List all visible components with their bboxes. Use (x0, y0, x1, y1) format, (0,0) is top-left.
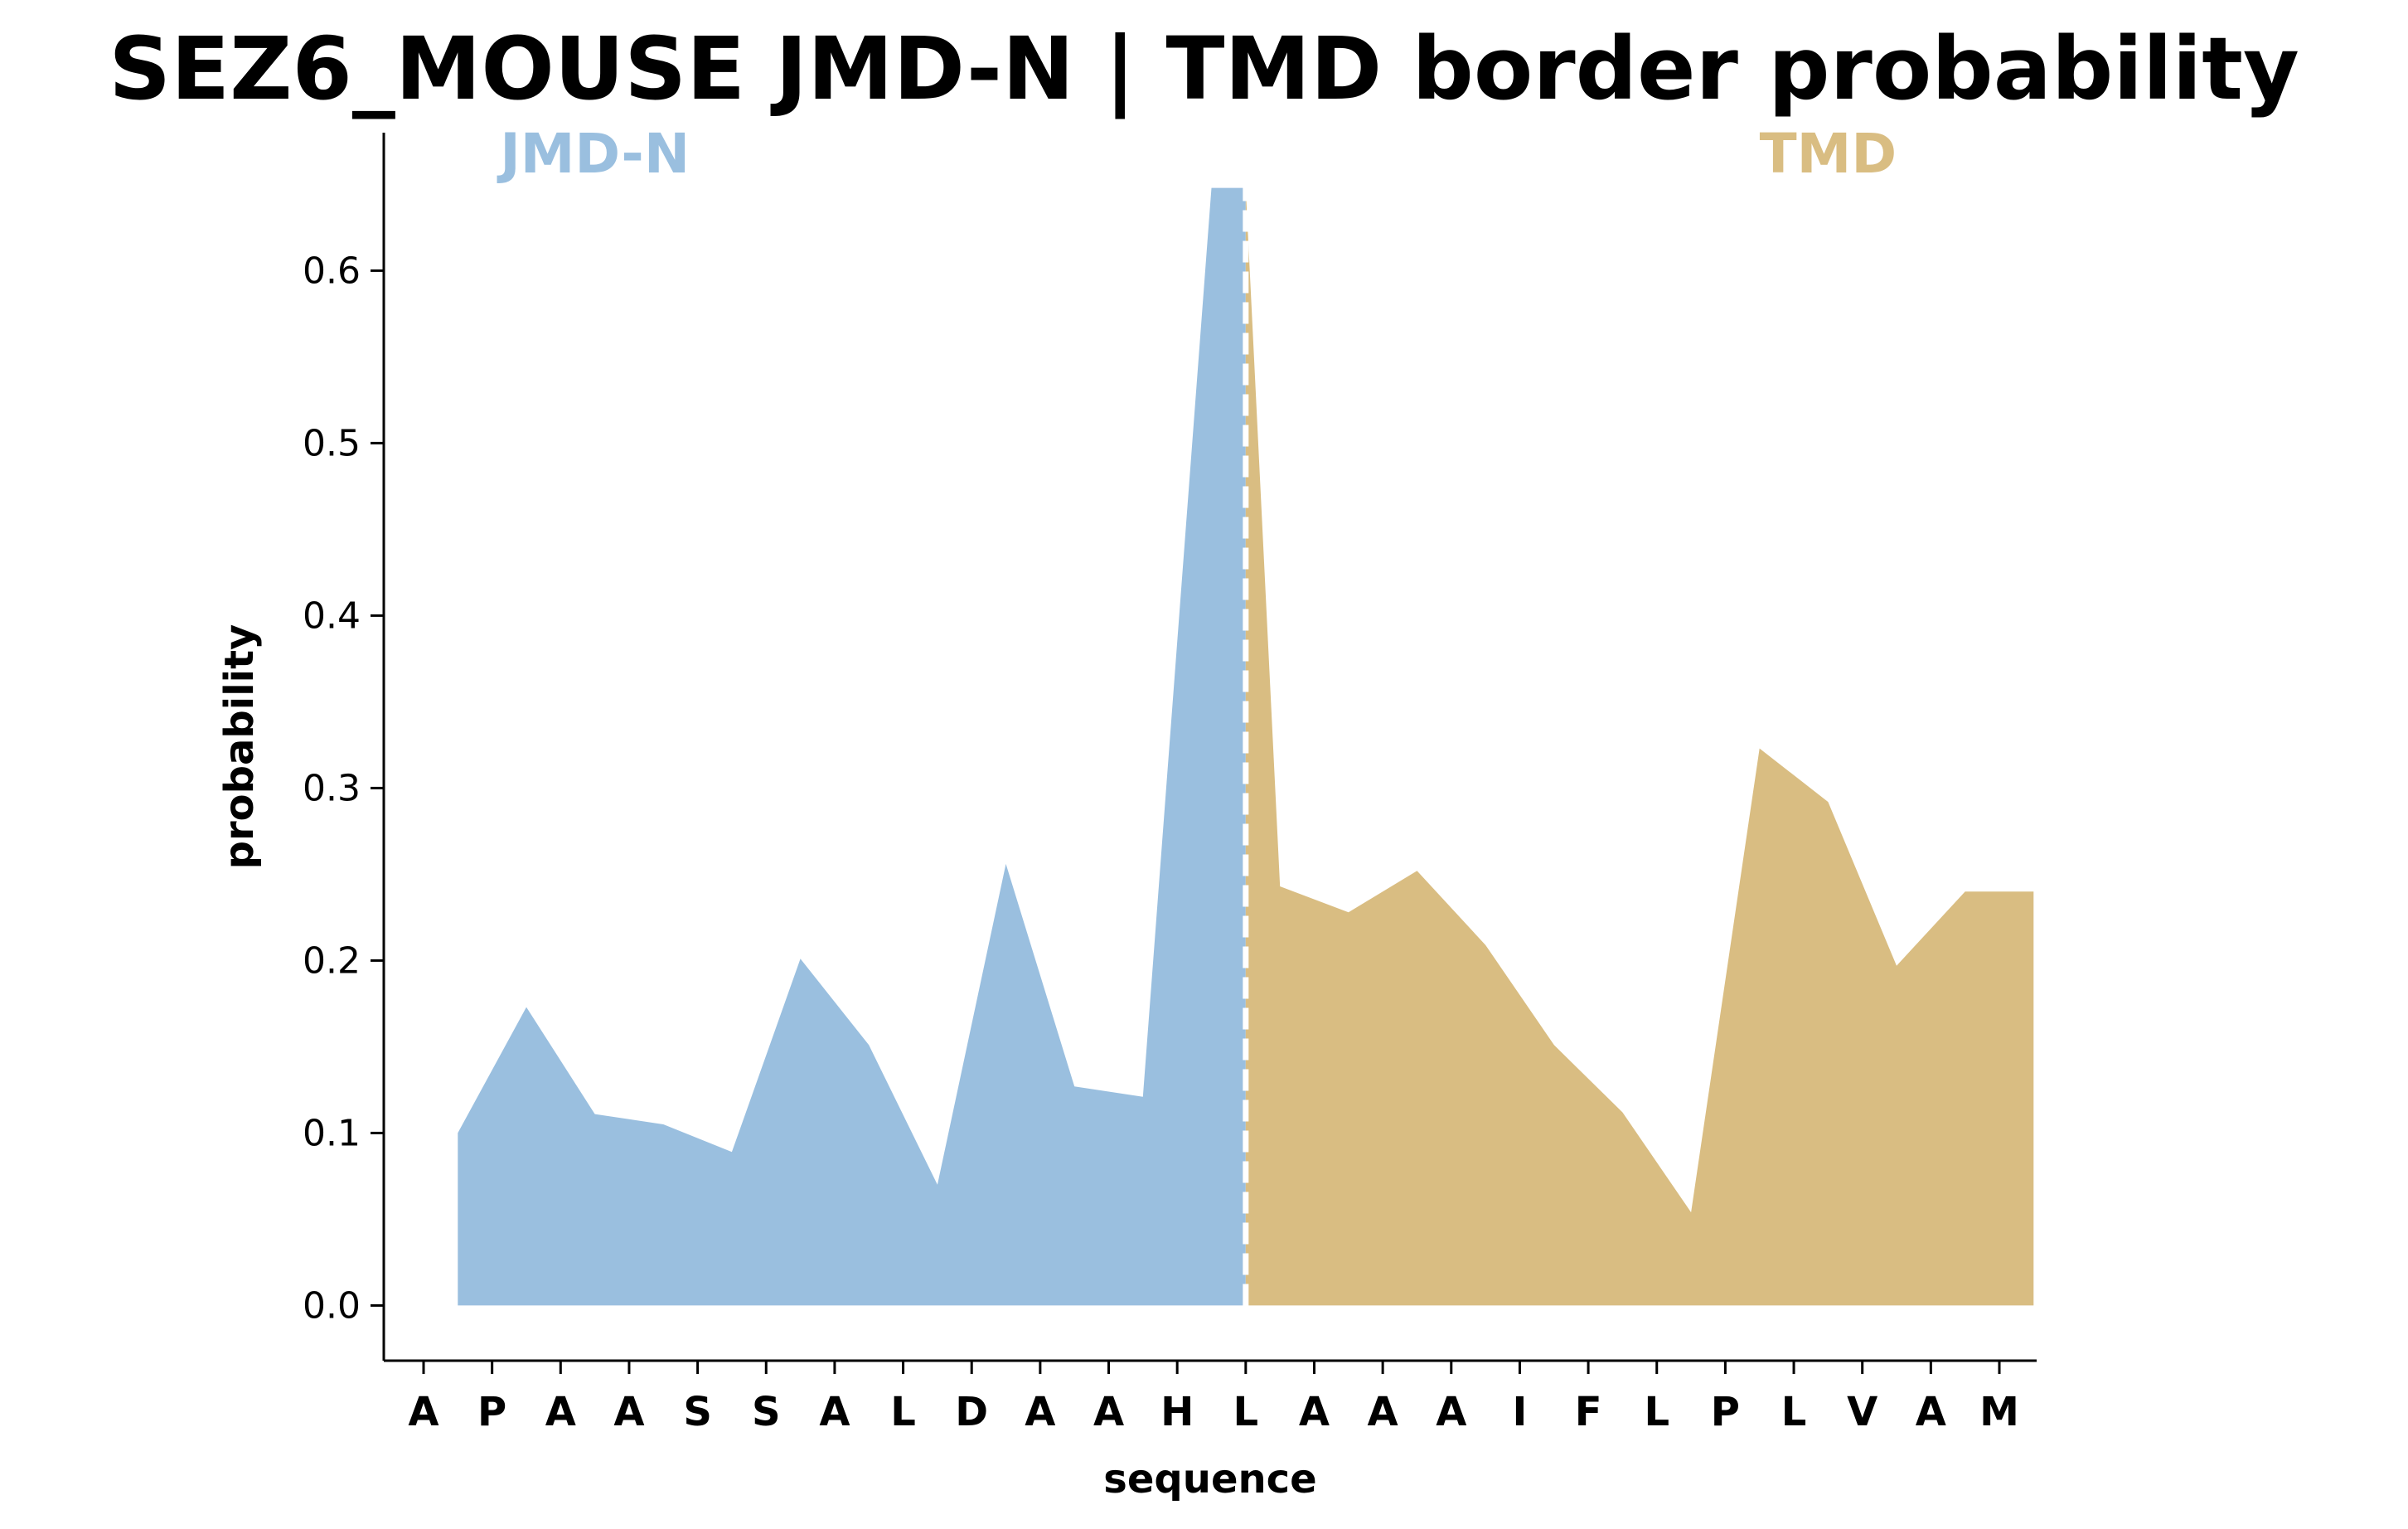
y-tick-label: 0.4 (303, 595, 361, 637)
x-tick-label: L (890, 1389, 916, 1435)
y-tick-label: 0.5 (303, 422, 361, 464)
region-labels: JMD-N TMD (497, 122, 1897, 186)
x-tick-label: L (1233, 1389, 1259, 1435)
region-label: JMD-N (497, 122, 690, 186)
y-axis: 0.0 0.1 0.2 0.3 0.4 0.5 0.6 (303, 133, 385, 1361)
x-tick-label: M (1979, 1389, 2019, 1435)
area-series-0 (458, 187, 1246, 1306)
x-tick-label: I (1513, 1389, 1528, 1435)
x-tick-label: A (1093, 1389, 1124, 1435)
x-tick-label: A (613, 1389, 644, 1435)
area-series-1 (1245, 187, 2034, 1306)
region-label: TMD (1760, 122, 1897, 186)
x-tick-label: P (1711, 1389, 1740, 1435)
y-tick-label: 0.2 (303, 939, 361, 982)
x-tick-label: A (408, 1389, 438, 1435)
x-tick-label: A (1025, 1389, 1055, 1435)
x-tick-label: S (752, 1389, 781, 1435)
x-tick-label: P (477, 1389, 506, 1435)
x-tick-label: V (1847, 1389, 1877, 1435)
y-tick-label: 0.3 (303, 767, 361, 809)
y-tick-label: 0.0 (303, 1284, 361, 1327)
x-tick-label: A (1299, 1389, 1330, 1435)
x-tick-label: L (1644, 1389, 1669, 1435)
x-tick-label: F (1575, 1389, 1602, 1435)
y-axis-label: probability (216, 624, 263, 870)
x-tick-label: A (1368, 1389, 1398, 1435)
y-tick-label: 0.1 (303, 1112, 361, 1154)
x-tick-label: L (1781, 1389, 1807, 1435)
x-tick-label: H (1160, 1389, 1194, 1435)
x-tick-label: A (1916, 1389, 1946, 1435)
x-tick-label: D (955, 1389, 988, 1435)
series-areas (458, 187, 2034, 1306)
x-tick-label: A (819, 1389, 850, 1435)
x-tick-label: S (683, 1389, 712, 1435)
x-tick-label: A (1436, 1389, 1466, 1435)
chart-title: SEZ6_MOUSE JMD-N | TMD border probabilit… (109, 18, 2299, 119)
y-tick-label: 0.6 (303, 250, 361, 292)
x-tick-label: A (545, 1389, 576, 1435)
x-axis-label: sequence (1103, 1456, 1316, 1502)
